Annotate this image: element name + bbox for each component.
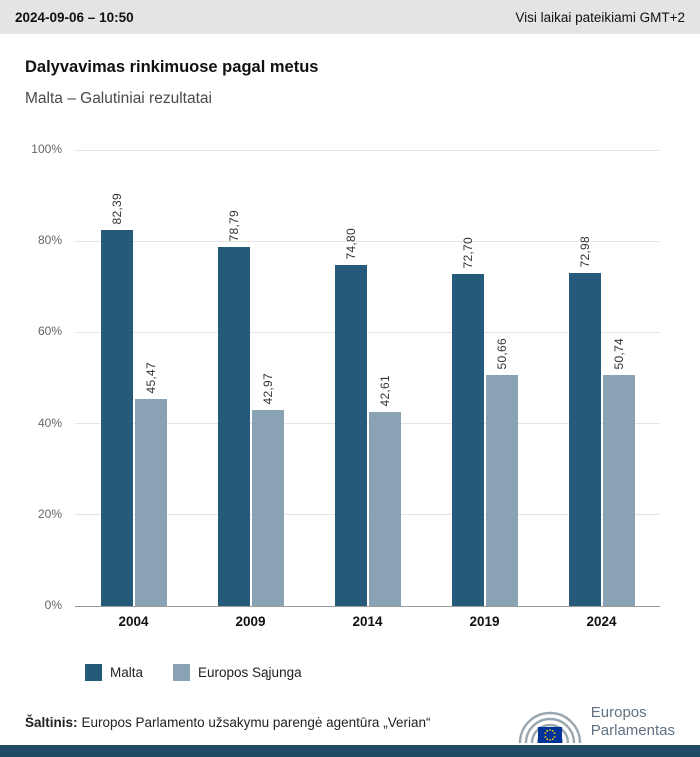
legend-item-europos-s-junga[interactable]: Europos Sąjunga xyxy=(173,664,302,681)
bottom-strip xyxy=(0,745,700,757)
source-body: Europos Parlamento užsakymu parengė agen… xyxy=(81,714,431,730)
x-axis-label-2014: 2014 xyxy=(352,614,383,629)
legend-swatch xyxy=(85,664,102,681)
bar-malta-2004 xyxy=(100,230,133,606)
gridline-60 xyxy=(75,331,660,333)
legend-item-malta[interactable]: Malta xyxy=(85,664,143,681)
gridline-0 xyxy=(75,605,660,607)
title-block: Dalyvavimas rinkimuose pagal metus Malta… xyxy=(0,34,700,108)
top-bar: 2024-09-06 – 10:50 Visi laikai pateikiam… xyxy=(0,0,700,34)
legend-swatch xyxy=(173,664,191,681)
ep-logo-line2: Parlamentas xyxy=(590,722,675,739)
chart-legend: Malta Europos Sąjunga xyxy=(85,664,700,681)
source-label: Šaltinis: xyxy=(25,714,78,730)
bar-value-label: 45,47 xyxy=(143,362,158,394)
bar-malta-2024 xyxy=(568,273,601,606)
ep-logo-line1: Europos xyxy=(590,704,647,721)
ep-logo: Europos Parlamentas xyxy=(518,699,675,745)
page-subtitle: Malta – Galutiniai rezultatai xyxy=(25,90,212,107)
bar-value-label: 50,74 xyxy=(611,338,626,370)
legend-label: Malta xyxy=(110,665,144,680)
bar-value-label: 42,97 xyxy=(260,373,275,405)
page-title: Dalyvavimas rinkimuose pagal metus xyxy=(25,58,319,76)
legend-label: Europos Sąjunga xyxy=(198,665,302,680)
bar-chart: 82,39 78,79 74,80 72,70 72,98 45,47 42,97 42,61… xyxy=(0,142,700,650)
bar-malta-2019 xyxy=(451,274,484,606)
bar-value-label: 82,39 xyxy=(109,193,124,225)
gridline-20 xyxy=(75,514,660,516)
bar-value-label: 42,61 xyxy=(377,375,392,407)
footer: Šaltinis: Europos Parlamento užsakymu par… xyxy=(0,699,700,745)
bar-europos-s-junga-2009 xyxy=(251,410,284,606)
x-axis-label-2009: 2009 xyxy=(235,614,266,629)
bar-value-label: 72,70 xyxy=(460,237,475,269)
eu-flag-icon xyxy=(537,727,562,743)
y-tick-100: 100% xyxy=(31,142,62,156)
plot-area: 82,39 78,79 74,80 72,70 72,98 45,47 42,97 42,61… xyxy=(75,149,660,607)
bar-malta-2014 xyxy=(334,265,367,606)
datetime-text: 2024-09-06 – 10:50 xyxy=(15,9,134,25)
bar-europos-s-junga-2014 xyxy=(368,412,401,606)
y-tick-80: 80% xyxy=(37,233,62,248)
ep-logo-text: Europos Parlamentas xyxy=(591,704,675,740)
x-axis-label-2004: 2004 xyxy=(118,614,149,629)
source-text: Šaltinis: Europos Parlamento užsakymu par… xyxy=(25,715,430,730)
x-axis-label-2019: 2019 xyxy=(469,614,500,629)
bar-value-label: 50,66 xyxy=(494,338,509,370)
y-tick-0: 0% xyxy=(44,598,62,612)
y-tick-60: 60% xyxy=(37,324,62,339)
bar-malta-2009 xyxy=(217,247,250,606)
timezone-note: Visi laikai pateikiami GMT+2 xyxy=(515,9,685,25)
x-axis-label-2024: 2024 xyxy=(586,614,617,629)
ep-hemicycle-icon xyxy=(518,711,581,744)
gridline-80 xyxy=(75,240,660,242)
bar-europos-s-junga-2004 xyxy=(134,399,167,606)
bar-europos-s-junga-2019 xyxy=(485,375,518,606)
bar-europos-s-junga-2024 xyxy=(602,375,635,606)
y-tick-20: 20% xyxy=(37,506,62,521)
bar-value-label: 78,79 xyxy=(226,210,241,242)
y-tick-40: 40% xyxy=(37,415,62,430)
bar-value-label: 74,80 xyxy=(343,228,358,260)
bar-value-label: 72,98 xyxy=(577,236,592,268)
gridline-40 xyxy=(75,423,660,425)
gridline-100 xyxy=(75,149,660,151)
